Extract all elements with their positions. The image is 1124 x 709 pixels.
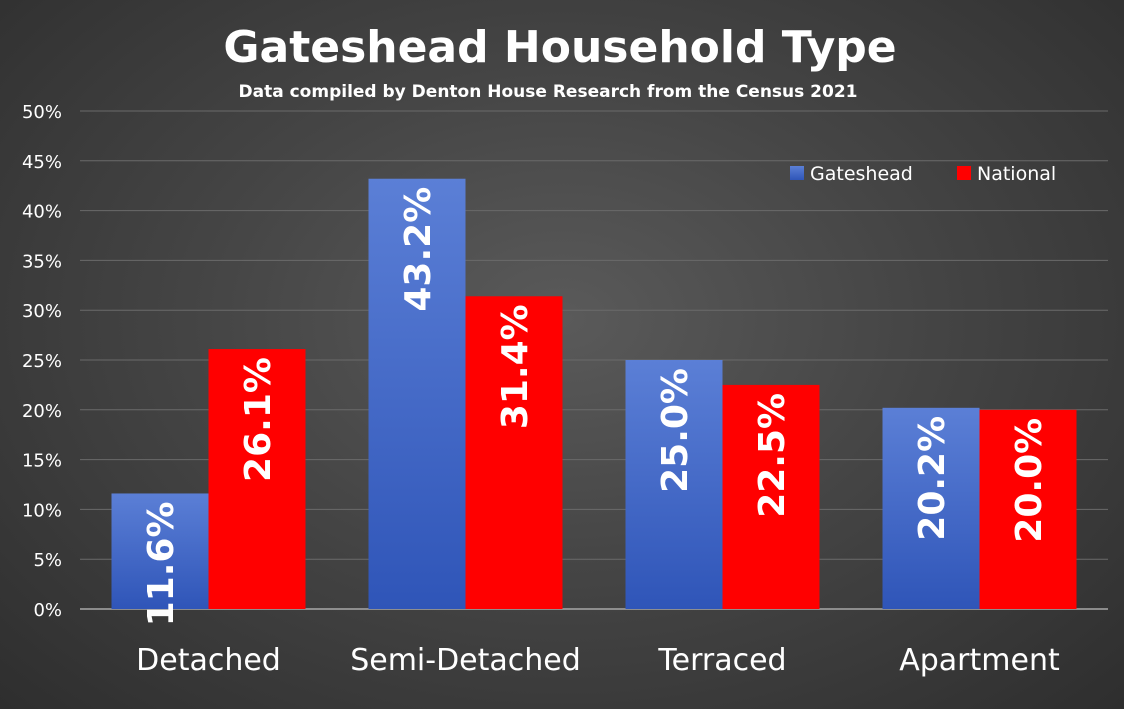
y-axis-ticks: 0% 5% 10% 15% 20% 25% 30% 35% 40% 45% 50% xyxy=(22,102,62,621)
bar-national-apartment xyxy=(979,409,1077,609)
data-label: 31.4% xyxy=(495,304,536,429)
bar-gateshead-detached xyxy=(111,493,209,609)
legend-label: National xyxy=(977,163,1056,185)
y-tick-label: 0% xyxy=(33,600,62,621)
x-axis-ticks: Detached Semi-Detached Terraced Apartment xyxy=(136,643,1060,678)
y-tick-label: 40% xyxy=(22,202,62,223)
chart-title: Gateshead Household Type xyxy=(223,22,896,73)
data-labels: 11.6% 26.1% 43.2% 31.4% 25.0% 22.5% 20.2% 20.0% xyxy=(141,187,1050,627)
data-label: 26.1% xyxy=(238,357,279,482)
bar-gateshead-apartment xyxy=(882,407,980,609)
x-tick-label: Terraced xyxy=(657,643,786,678)
y-tick-label: 45% xyxy=(22,152,62,173)
bar-national-terraced xyxy=(722,384,820,609)
legend: Gateshead National xyxy=(790,163,1056,185)
bar-national-detached xyxy=(208,349,306,609)
y-tick-label: 15% xyxy=(22,451,62,472)
data-label: 25.0% xyxy=(655,368,696,493)
y-tick-label: 35% xyxy=(22,251,62,272)
data-label: 20.0% xyxy=(1009,418,1050,543)
x-tick-label: Detached xyxy=(136,643,281,678)
y-tick-label: 25% xyxy=(22,351,62,372)
data-label: 43.2% xyxy=(398,187,439,312)
y-tick-label: 50% xyxy=(22,102,62,123)
bar-gateshead-semi-detached xyxy=(368,178,466,609)
bar-national-semi-detached xyxy=(465,296,563,609)
data-label: 20.2% xyxy=(912,416,953,541)
chart-subtitle: Data compiled by Denton House Research f… xyxy=(239,82,858,102)
y-tick-label: 10% xyxy=(22,500,62,521)
bars xyxy=(111,178,1077,609)
y-tick-label: 20% xyxy=(22,401,62,422)
bar-gateshead-terraced xyxy=(625,360,723,609)
y-tick-label: 5% xyxy=(33,550,62,571)
data-label: 22.5% xyxy=(752,393,793,518)
x-tick-label: Semi-Detached xyxy=(350,643,581,678)
legend-swatch xyxy=(790,166,804,180)
legend-swatch xyxy=(957,166,971,180)
y-tick-label: 30% xyxy=(22,301,62,322)
data-label: 11.6% xyxy=(141,501,182,626)
x-tick-label: Apartment xyxy=(899,643,1060,678)
legend-label: Gateshead xyxy=(810,163,913,185)
